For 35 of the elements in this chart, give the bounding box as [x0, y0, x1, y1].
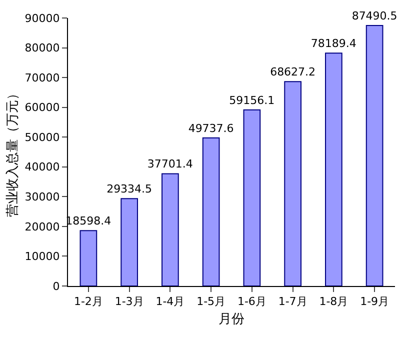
- y-tick-label: 80000: [24, 42, 60, 55]
- data-label: 87490.5: [352, 9, 398, 22]
- data-label: 37701.4: [147, 158, 193, 171]
- y-tick-label: 10000: [24, 250, 60, 264]
- bar: [284, 81, 302, 286]
- data-label: 49737.6: [188, 122, 234, 135]
- bar: [120, 198, 138, 286]
- bar: [80, 230, 98, 286]
- y-tick-label: 60000: [24, 101, 60, 114]
- y-tick-label: 90000: [24, 12, 60, 25]
- x-tick-label: 1-6月: [237, 295, 266, 308]
- bar: [202, 137, 220, 286]
- x-tick-label: 1-2月: [74, 295, 103, 308]
- y-tick-label: 0: [52, 280, 60, 293]
- x-tick-label: 1-5月: [196, 295, 226, 308]
- data-label: 68627.2: [270, 66, 316, 79]
- x-tick-label: 1-8月: [319, 295, 348, 308]
- bar: [366, 24, 384, 286]
- y-axis-title: 营业收入总量（万元）: [6, 87, 21, 217]
- x-tick-label: 1-4月: [156, 295, 185, 308]
- data-label: 29334.5: [106, 182, 152, 196]
- x-tick-label: 1-7月: [278, 295, 308, 308]
- y-tick-label: 40000: [24, 160, 60, 174]
- y-tick-label: 30000: [24, 190, 60, 204]
- data-label: 59156.1: [229, 94, 275, 107]
- bar: [243, 109, 261, 286]
- x-tick-label: 1-9月: [360, 295, 390, 308]
- data-label: 78189.4: [310, 37, 356, 50]
- x-tick-label: 1-3月: [114, 295, 144, 308]
- y-tick-label: 20000: [24, 220, 60, 234]
- y-tick-label: 50000: [24, 130, 60, 144]
- bar: [162, 173, 179, 286]
- bar: [325, 52, 342, 286]
- x-axis-title: 月份: [218, 312, 244, 327]
- y-tick-label: 70000: [24, 71, 60, 84]
